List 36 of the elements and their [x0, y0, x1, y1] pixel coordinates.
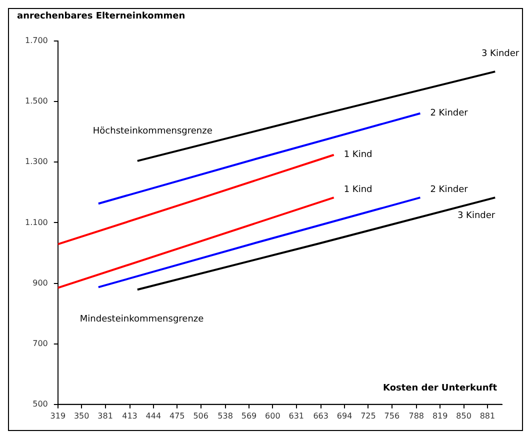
- x-tick-label: 381: [98, 411, 113, 420]
- x-tick-label: 538: [218, 411, 233, 420]
- x-tick-label: 756: [384, 411, 400, 420]
- x-tick-label: 694: [336, 411, 352, 420]
- x-tick-label: 444: [146, 411, 162, 420]
- x-tick-label: 319: [50, 411, 66, 420]
- series-label: 2 Kinder: [430, 184, 468, 195]
- y-tick-label: 1.700: [24, 36, 48, 46]
- x-tick-label: 819: [432, 411, 448, 420]
- x-tick-label: 350: [74, 411, 90, 420]
- x-tick-label: 506: [193, 411, 208, 420]
- series-label: 1 Kind: [344, 184, 372, 195]
- x-tick-label: 788: [408, 411, 424, 420]
- x-tick-label: 569: [241, 411, 257, 420]
- y-tick-label: 900: [32, 278, 48, 288]
- x-tick-label: 631: [288, 411, 304, 420]
- annotation: Mindesteinkommensgrenze: [80, 314, 204, 324]
- x-tick-label: 881: [480, 411, 496, 420]
- y-tick-label: 700: [32, 338, 48, 348]
- x-tick-label: 725: [360, 411, 376, 420]
- annotation: Höchsteinkommensgrenze: [92, 126, 213, 136]
- x-tick-label: 663: [313, 411, 328, 420]
- x-tick-label: 600: [265, 411, 280, 420]
- y-tick-label: 500: [32, 399, 48, 408]
- y-axis-title: anrechenbares Elterneinkommen: [17, 11, 186, 22]
- x-tick-label: 850: [456, 411, 472, 420]
- series-label: 2 Kinder: [430, 108, 468, 119]
- series-label: 3 Kinder: [481, 48, 520, 59]
- y-tick-label: 1.500: [24, 96, 48, 106]
- series-label: 1 Kind: [344, 150, 372, 160]
- y-tick-label: 1.100: [24, 218, 48, 227]
- x-axis-title: Kosten der Unterkunft: [383, 384, 498, 394]
- x-tick-label: 475: [170, 411, 185, 420]
- series-label: 3 Kinder: [457, 210, 496, 221]
- y-tick-label: 1.300: [24, 157, 48, 166]
- x-tick-label: 413: [122, 411, 138, 420]
